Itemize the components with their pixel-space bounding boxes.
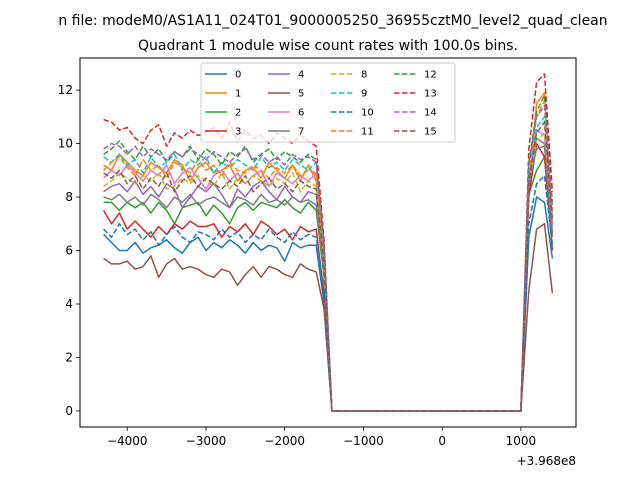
y-tick-label: 6 — [65, 244, 73, 258]
legend-label-7: 7 — [298, 127, 304, 138]
legend-label-3: 3 — [235, 127, 241, 138]
x-tick-label: −4000 — [107, 434, 148, 448]
figure-suptitle: n file: modeM0/AS1A11_024T01_9000005250_… — [58, 13, 607, 29]
x-tick-label: 1000 — [506, 434, 537, 448]
x-axis: −4000 −3000 −2000 −1000 0 1000 — [107, 427, 536, 448]
y-tick-label: 2 — [65, 350, 73, 364]
axes-frame — [79, 57, 577, 428]
plot-lines — [102, 73, 554, 412]
x-tick-label: −1000 — [343, 434, 384, 448]
series-line-15 — [103, 121, 554, 412]
legend-label-2: 2 — [235, 108, 241, 119]
chart-title: Quadrant 1 module wise count rates with … — [138, 38, 518, 54]
legend-label-15: 15 — [424, 127, 437, 138]
legend-label-10: 10 — [361, 108, 374, 119]
x-tick-label: 0 — [438, 434, 446, 448]
legend-label-14: 14 — [424, 108, 437, 119]
legend-label-13: 13 — [424, 89, 437, 100]
legend-label-5: 5 — [298, 89, 304, 100]
legend-box — [200, 62, 456, 143]
legend-label-1: 1 — [235, 89, 241, 100]
legend-label-0: 0 — [235, 70, 241, 81]
legend-label-11: 11 — [361, 127, 374, 138]
y-tick-label: 10 — [58, 137, 73, 151]
y-axis: 0 2 4 6 8 10 12 — [58, 83, 80, 418]
x-tick-label: −3000 — [186, 434, 227, 448]
x-tick-label: −2000 — [264, 434, 305, 448]
legend-label-12: 12 — [424, 70, 437, 81]
y-tick-label: 12 — [58, 83, 73, 97]
legend-label-6: 6 — [298, 108, 304, 119]
y-tick-label: 4 — [65, 297, 73, 311]
legend-label-8: 8 — [361, 70, 367, 81]
y-tick-label: 8 — [65, 190, 73, 204]
legend-label-4: 4 — [298, 70, 304, 81]
x-offset-label: +3.968e8 — [517, 454, 576, 468]
legend-label-9: 9 — [361, 89, 367, 100]
y-tick-label: 0 — [65, 404, 73, 418]
